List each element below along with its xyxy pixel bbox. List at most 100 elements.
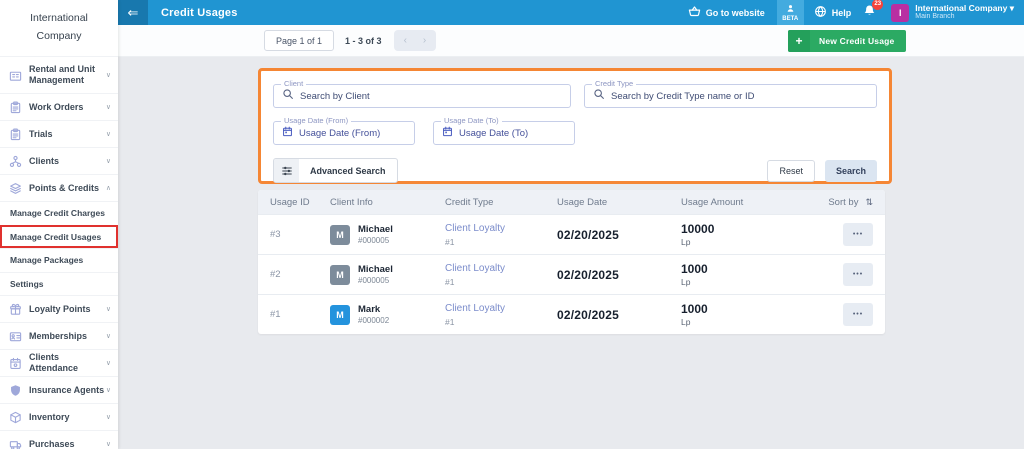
points-credits-icon [7, 181, 23, 196]
credit-type-cell[interactable]: Client Loyalty #1 [445, 263, 557, 287]
ellipsis-icon: ••• [853, 271, 863, 278]
usage-amount-unit: Lp [681, 317, 801, 327]
client-placeholder: Search by Client [300, 91, 370, 102]
help-link[interactable]: Help [814, 5, 852, 20]
credit-type-cell[interactable]: Client Loyalty #1 [445, 303, 557, 327]
help-globe-icon [814, 5, 827, 20]
main-content: Client Search by Client Credit Type Sear… [118, 57, 1024, 449]
usage-date-from-placeholder: Usage Date (From) [299, 128, 380, 139]
credit-type-placeholder: Search by Credit Type name or ID [611, 91, 754, 102]
ellipsis-icon: ••• [853, 231, 863, 238]
credit-type-cell[interactable]: Client Loyalty #1 [445, 223, 557, 247]
sidebar-item-trials[interactable]: Trials ∨ [0, 120, 118, 147]
insurance-agents-icon [7, 383, 23, 398]
ellipsis-icon: ••• [853, 311, 863, 318]
search-icon [282, 87, 294, 105]
calendar-icon [442, 124, 453, 142]
company-logo: International Company [0, 0, 118, 56]
beta-label: BETA [782, 16, 798, 22]
new-credit-usage-button[interactable]: + New Credit Usage [788, 30, 906, 52]
client-avatar: M [330, 265, 350, 285]
sidebar: International Company Rental and Unit Ma… [0, 0, 118, 449]
website-basket-icon [688, 5, 701, 20]
sidebar-item-inventory[interactable]: Inventory ∨ [0, 403, 118, 430]
next-page-button[interactable]: › [423, 35, 426, 46]
sidebar-subitem-manage-credit-usages[interactable]: Manage Credit Usages [0, 225, 118, 249]
topbar-right-cluster: Go to website BETA Help 23 I Internation… [688, 0, 1024, 25]
credit-type-id: #1 [445, 317, 557, 327]
purchases-icon [7, 437, 23, 449]
sidebar-item-loyalty-points[interactable]: Loyalty Points ∨ [0, 295, 118, 322]
usage-date-to-placeholder: Usage Date (To) [459, 128, 528, 139]
sidebar-item-label: Rental and Unit Management [29, 64, 106, 86]
row-actions-button[interactable]: ••• [843, 223, 873, 246]
beta-person-icon [786, 4, 795, 15]
sliders-icon [274, 158, 299, 183]
help-label: Help [832, 8, 852, 18]
client-info-cell[interactable]: M Michael #000005 [330, 264, 445, 285]
chevron-down-icon: ▾ [1010, 3, 1014, 13]
sidebar-item-label: Purchases [29, 439, 106, 449]
credit-type-name: Client Loyalty [445, 303, 557, 314]
chevron-down-icon: ∨ [106, 130, 111, 138]
chevron-down-icon: ∨ [106, 386, 111, 394]
row-actions-button[interactable]: ••• [843, 263, 873, 286]
sidebar-item-insurance-agents[interactable]: Insurance Agents ∨ [0, 376, 118, 403]
notification-badge: 23 [872, 0, 883, 10]
credit-type-name: Client Loyalty [445, 263, 557, 274]
go-to-website-label: Go to website [706, 8, 765, 18]
sidebar-item-clients[interactable]: Clients ∨ [0, 147, 118, 174]
usage-date-from-input[interactable]: Usage Date (From) Usage Date (From) [273, 121, 415, 145]
client-info-cell[interactable]: M Mark #000002 [330, 304, 445, 325]
beta-badge[interactable]: BETA [777, 0, 804, 25]
chevron-down-icon: ∨ [106, 305, 111, 313]
company-name-label: International Company [915, 3, 1007, 13]
client-avatar: M [330, 305, 350, 325]
usage-date-cell: 02/20/2025 [557, 228, 681, 242]
usage-amount-unit: Lp [681, 237, 801, 247]
chevron-down-icon: ∨ [106, 157, 111, 165]
back-arrow-icon: ⇐ [128, 5, 139, 21]
credit-type-search-input[interactable]: Credit Type Search by Credit Type name o… [584, 84, 877, 108]
chevron-up-icon: ∧ [106, 184, 111, 192]
sidebar-subitem-settings[interactable]: Settings [0, 272, 118, 296]
notifications-button[interactable]: 23 [863, 4, 876, 22]
chevron-down-icon: ∨ [106, 332, 111, 340]
new-credit-usage-label: New Credit Usage [810, 36, 906, 46]
clients-attendance-icon [7, 356, 23, 371]
advanced-search-label: Advanced Search [299, 166, 397, 176]
usage-date-to-input[interactable]: Usage Date (To) Usage Date (To) [433, 121, 575, 145]
sidebar-item-points-and-credits[interactable]: Points & Credits ∧ [0, 174, 118, 201]
sidebar-subitem-manage-credit-charges[interactable]: Manage Credit Charges [0, 201, 118, 225]
back-button[interactable]: ⇐ [118, 0, 148, 25]
sidebar-item-rental-and-unit-management[interactable]: Rental and Unit Management ∨ [0, 56, 118, 93]
company-avatar[interactable]: I [891, 4, 909, 22]
search-button[interactable]: Search [825, 160, 877, 182]
column-header-sort-by[interactable]: Sort by ⇅ [801, 197, 885, 208]
reset-button[interactable]: Reset [767, 160, 815, 182]
client-name: Michael [358, 224, 393, 235]
client-number: #000002 [358, 316, 389, 325]
usage-amount-unit: Lp [681, 277, 801, 287]
sidebar-item-memberships[interactable]: Memberships ∨ [0, 322, 118, 349]
sidebar-item-clients-attendance[interactable]: Clients Attendance ∨ [0, 349, 118, 376]
prev-page-button[interactable]: ‹ [404, 35, 407, 46]
page-indicator[interactable]: Page 1 of 1 [264, 30, 334, 51]
go-to-website-link[interactable]: Go to website [688, 5, 765, 20]
sidebar-item-work-orders[interactable]: Work Orders ∨ [0, 93, 118, 120]
sidebar-item-label: Clients Attendance [29, 352, 106, 374]
client-search-input[interactable]: Client Search by Client [273, 84, 571, 108]
client-info-cell[interactable]: M Michael #000005 [330, 224, 445, 245]
company-menu[interactable]: International Company ▾ Main Branch [915, 3, 1014, 22]
advanced-search-button[interactable]: Advanced Search [273, 158, 398, 183]
credit-type-id: #1 [445, 277, 557, 287]
sidebar-subitem-manage-packages[interactable]: Manage Packages [0, 248, 118, 272]
toolbar-band: Page 1 of 1 1 - 3 of 3 ‹ › + New Credit … [118, 25, 1024, 57]
sidebar-item-purchases[interactable]: Purchases ∨ [0, 430, 118, 449]
sidebar-item-label: Clients [29, 156, 106, 167]
row-actions-button[interactable]: ••• [843, 303, 873, 326]
chevron-down-icon: ∨ [106, 359, 111, 367]
clients-icon [7, 154, 23, 169]
logo-line2: Company [37, 28, 82, 46]
calendar-icon [282, 124, 293, 142]
